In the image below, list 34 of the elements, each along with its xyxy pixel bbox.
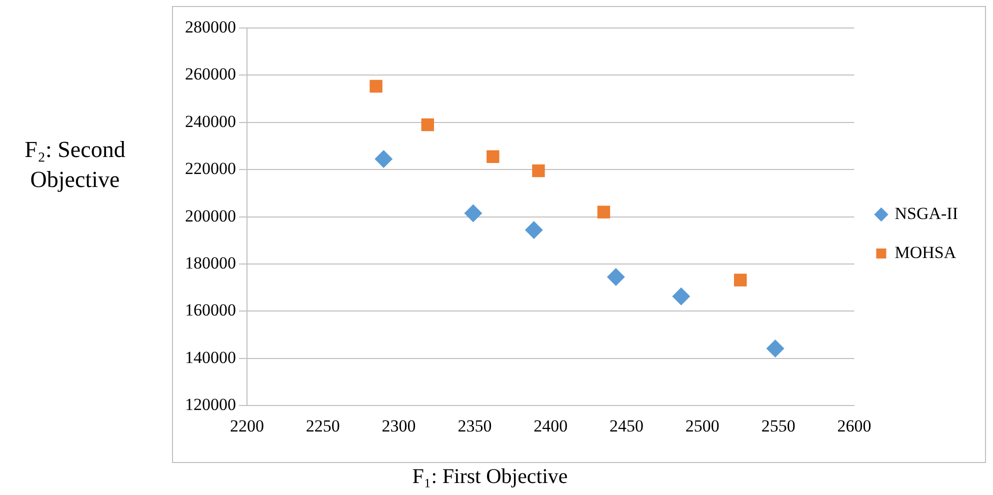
y-tick-label: 240000 xyxy=(185,112,236,131)
point xyxy=(734,274,747,286)
point xyxy=(421,118,434,132)
point xyxy=(524,221,543,240)
x-tick-label: 2300 xyxy=(382,416,416,436)
x-tick-label: 2200 xyxy=(230,416,264,436)
point xyxy=(597,206,610,218)
y-tick-label: 180000 xyxy=(185,253,236,272)
x-tick-label: 2400 xyxy=(534,416,568,436)
point xyxy=(374,150,393,168)
legend-label: MOHSA xyxy=(894,242,957,262)
point xyxy=(672,287,690,306)
x-axis-title: F₁: First Objective xyxy=(411,464,569,489)
y-tick-label: 120000 xyxy=(185,395,236,414)
point xyxy=(464,204,482,222)
x-tick-label: 2250 xyxy=(306,416,340,436)
y-tick-label: 140000 xyxy=(185,348,236,367)
legend-label: NSGA-II xyxy=(894,204,958,223)
point xyxy=(370,80,382,93)
y-tick-label: 160000 xyxy=(185,300,236,320)
point xyxy=(606,268,625,286)
point xyxy=(766,339,784,358)
x-tick-label: 2350 xyxy=(458,416,492,436)
point xyxy=(486,150,500,163)
x-tick-label: 2600 xyxy=(837,416,872,436)
y-axis-title: F₂: Second Objective xyxy=(24,136,126,194)
y-tick-label: 260000 xyxy=(185,64,236,84)
y-tick-label: 280000 xyxy=(185,17,236,36)
x-tick-label: 2500 xyxy=(685,416,720,436)
x-tick-label: 2550 xyxy=(761,416,796,436)
x-tick-label: 2450 xyxy=(610,416,644,436)
y-tick-label: 220000 xyxy=(185,159,236,178)
y-tick-label: 200000 xyxy=(185,206,236,226)
point xyxy=(532,164,545,178)
